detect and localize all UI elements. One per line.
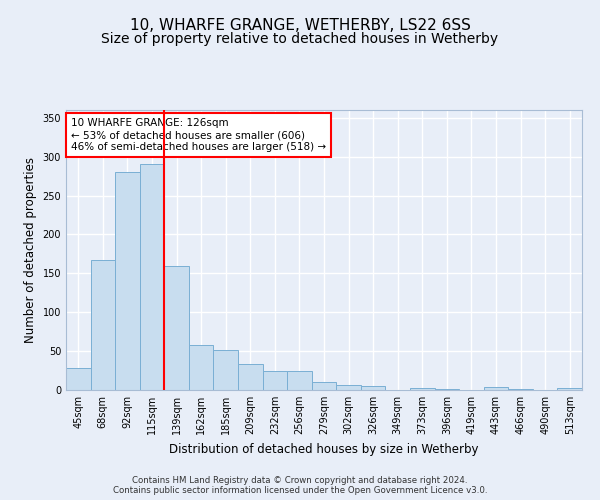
X-axis label: Distribution of detached houses by size in Wetherby: Distribution of detached houses by size … — [169, 442, 479, 456]
Text: 10 WHARFE GRANGE: 126sqm
← 53% of detached houses are smaller (606)
46% of semi-: 10 WHARFE GRANGE: 126sqm ← 53% of detach… — [71, 118, 326, 152]
Bar — [214, 350, 238, 390]
Bar — [361, 386, 385, 390]
Bar — [189, 345, 214, 390]
Bar — [557, 388, 582, 390]
Bar — [336, 386, 361, 390]
Y-axis label: Number of detached properties: Number of detached properties — [24, 157, 37, 343]
Text: Size of property relative to detached houses in Wetherby: Size of property relative to detached ho… — [101, 32, 499, 46]
Bar — [238, 364, 263, 390]
Bar — [434, 389, 459, 390]
Bar — [263, 370, 287, 390]
Bar — [115, 172, 140, 390]
Bar — [140, 164, 164, 390]
Bar — [312, 382, 336, 390]
Bar — [410, 388, 434, 390]
Text: Contains public sector information licensed under the Open Government Licence v3: Contains public sector information licen… — [113, 486, 487, 495]
Bar — [484, 387, 508, 390]
Text: 10, WHARFE GRANGE, WETHERBY, LS22 6SS: 10, WHARFE GRANGE, WETHERBY, LS22 6SS — [130, 18, 470, 32]
Bar — [287, 370, 312, 390]
Bar — [66, 368, 91, 390]
Bar — [164, 266, 189, 390]
Bar — [508, 389, 533, 390]
Bar — [91, 260, 115, 390]
Text: Contains HM Land Registry data © Crown copyright and database right 2024.: Contains HM Land Registry data © Crown c… — [132, 476, 468, 485]
